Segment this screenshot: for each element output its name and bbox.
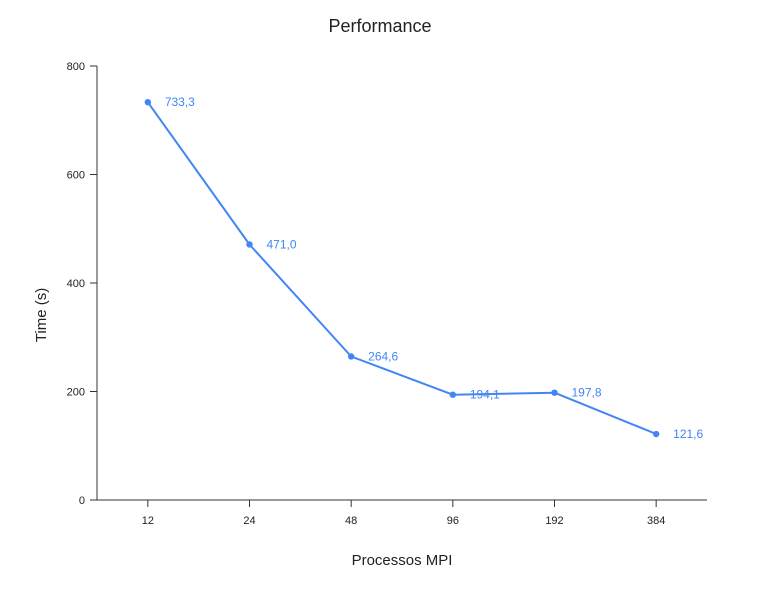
y-axis: 0 200 400 600 800 <box>67 61 98 507</box>
data-label: 121,6 <box>673 427 703 441</box>
x-tick-label: 48 <box>345 515 357 527</box>
x-tick-label: 384 <box>647 515 665 527</box>
x-axis: 12 24 48 96 192 384 <box>97 499 707 527</box>
data-label: 733,3 <box>165 95 195 109</box>
data-label: 197,8 <box>572 386 602 400</box>
data-label: 471,0 <box>267 237 297 251</box>
plot-area: 733,3 471,0 264,6 194,1 197,8 121,6 <box>144 95 704 441</box>
x-tick-label: 24 <box>243 515 255 527</box>
y-tick-label: 800 <box>67 61 85 73</box>
x-tick-label: 12 <box>142 515 154 527</box>
y-tick-label: 600 <box>67 170 85 182</box>
data-point <box>652 430 660 438</box>
data-label: 194,1 <box>470 388 500 402</box>
y-tick-label: 200 <box>67 387 85 399</box>
y-tick-label: 0 <box>79 495 85 507</box>
data-point <box>449 391 457 398</box>
data-point <box>246 241 253 248</box>
series-line <box>146 101 657 435</box>
x-tick-label: 96 <box>447 515 459 527</box>
data-point <box>347 353 355 360</box>
data-point <box>551 389 558 396</box>
y-axis-label: Time (s) <box>33 288 50 342</box>
x-axis-label: Processos MPI <box>352 552 453 569</box>
x-tick-label: 192 <box>545 515 563 527</box>
data-point <box>144 98 152 106</box>
data-label: 264,6 <box>368 349 398 363</box>
y-tick-label: 400 <box>67 278 85 290</box>
chart-title: Performance <box>328 16 431 36</box>
